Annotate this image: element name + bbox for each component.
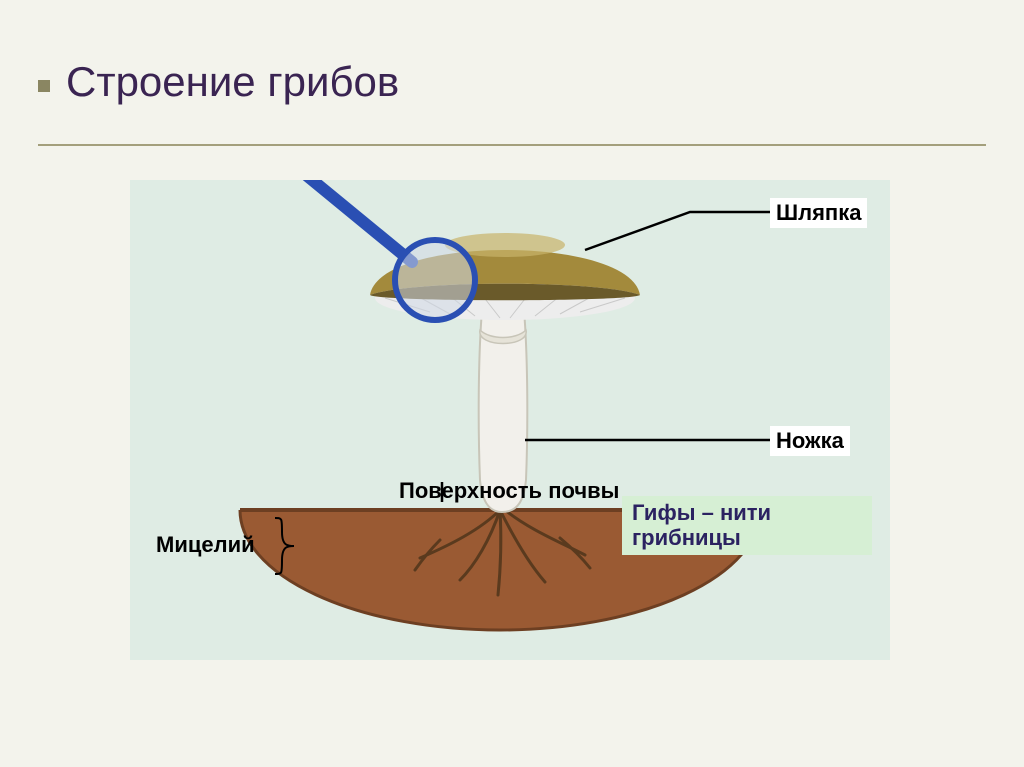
label-cap: Шляпка bbox=[770, 198, 867, 228]
label-stipe: Ножка bbox=[770, 426, 850, 456]
title-underline bbox=[38, 144, 986, 146]
diagram-svg bbox=[130, 180, 890, 660]
label-mycelium: Мицелий bbox=[150, 530, 261, 560]
callout-hyphae-line2: грибницы bbox=[632, 525, 862, 550]
title-area: Строение грибов bbox=[38, 58, 986, 138]
label-soil-surface: Поверхность почвы bbox=[393, 476, 625, 506]
callout-hyphae: Гифы – нити грибницы bbox=[622, 496, 872, 555]
callout-hyphae-line1: Гифы – нити bbox=[632, 500, 862, 525]
mushroom-diagram: Шляпка Ножка Поверхность почвы Мицелий Г… bbox=[130, 180, 890, 660]
page-title: Строение грибов bbox=[38, 58, 986, 106]
slide: Строение грибов bbox=[0, 0, 1024, 767]
title-bullet-icon bbox=[38, 80, 50, 92]
